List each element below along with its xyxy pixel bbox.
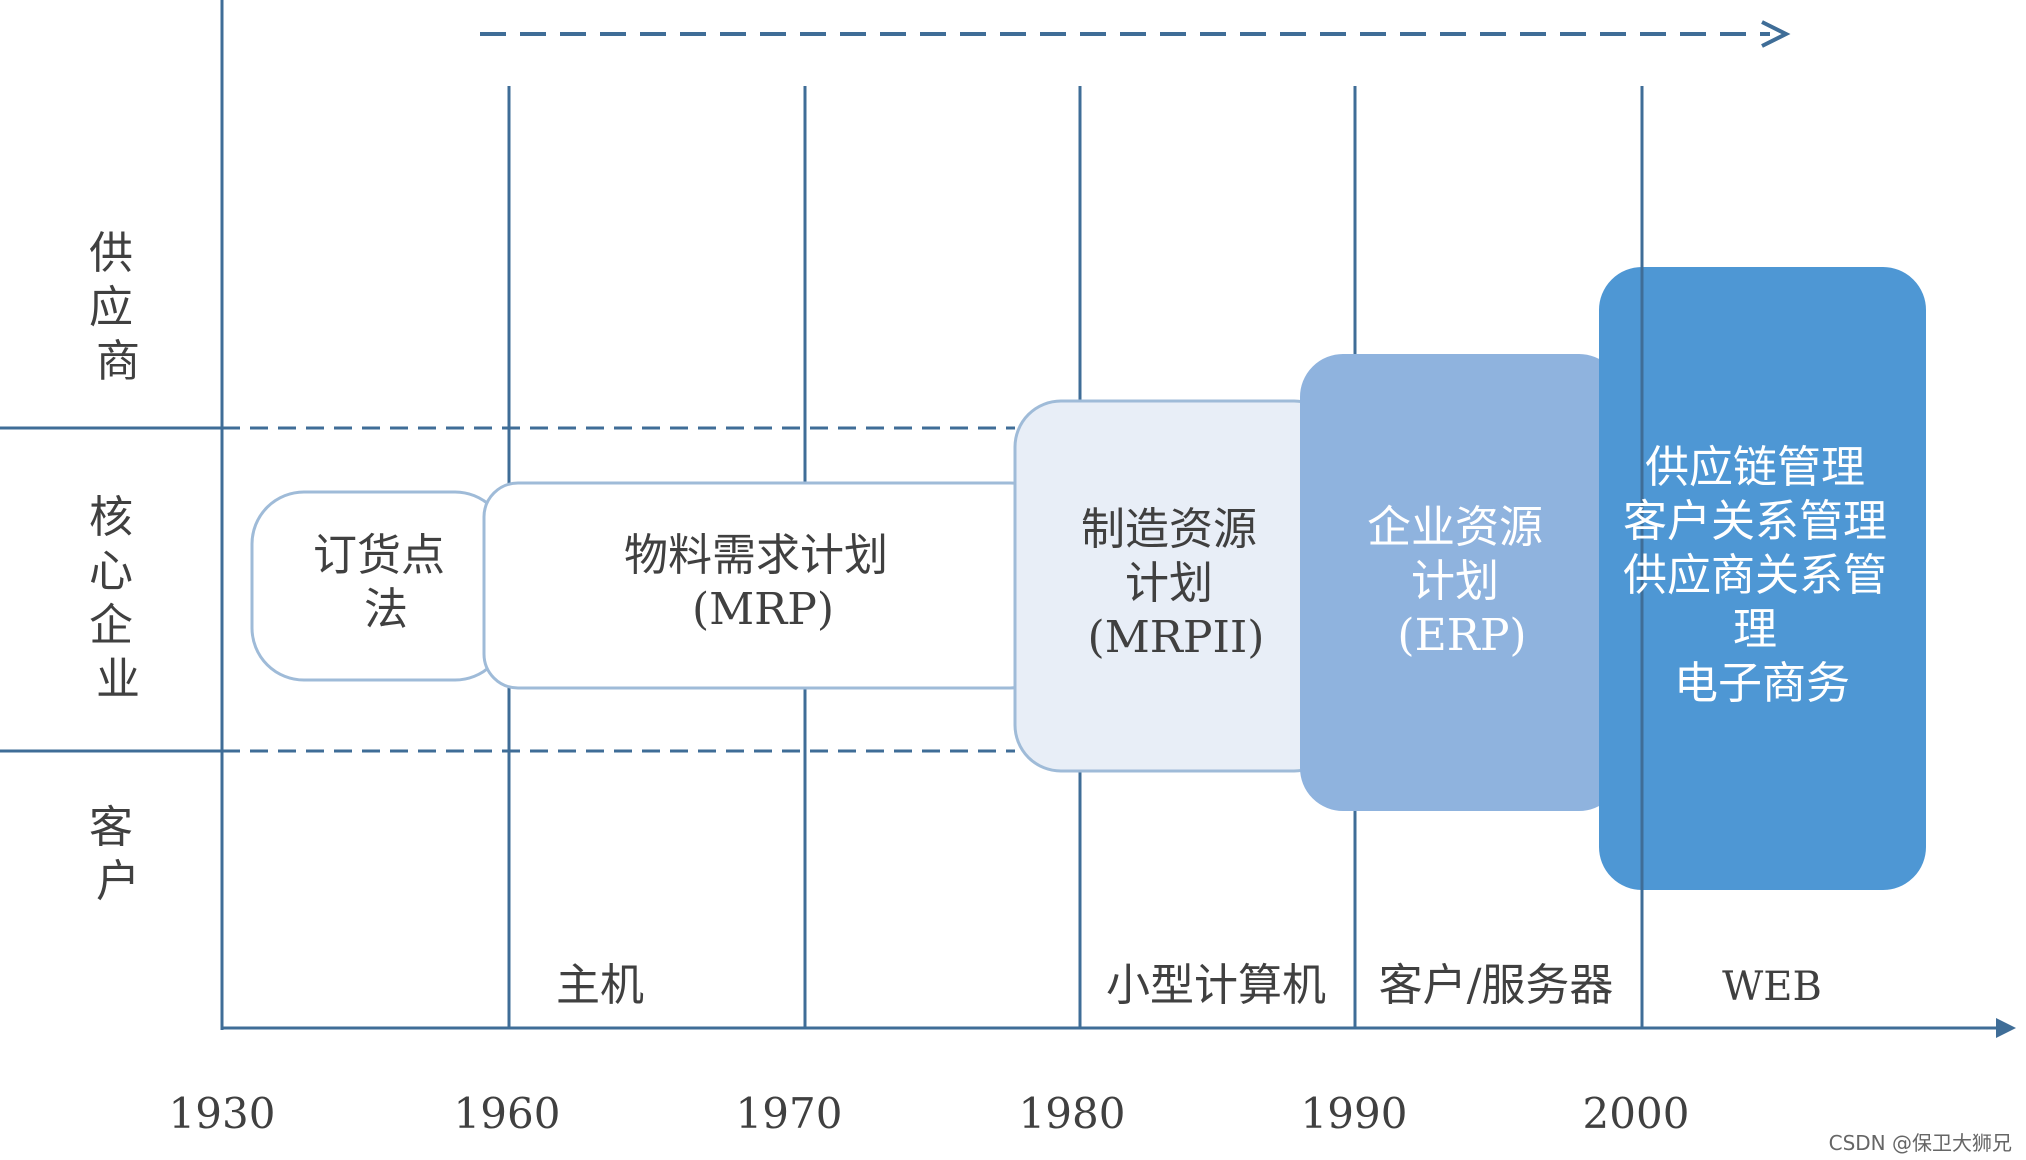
stage-label-mrp: 物料需求计划 (MRP) (624, 530, 902, 635)
stage-label-rop: 订货点 法 (313, 530, 459, 635)
stage-label-rop-line: 法 (364, 584, 408, 635)
stage-label-erp: 企业资源 计划 (ERP) (1367, 502, 1557, 661)
platform-label-web: WEB (1722, 964, 1822, 1010)
row-label-core-enterprise-char: 心 (89, 546, 133, 597)
row-label-supplier-char: 应 (89, 282, 133, 333)
x-axis-arrowhead (1996, 1018, 2016, 1038)
row-label-core-enterprise-char: 业 (96, 654, 140, 705)
platform-label-mainframe: 主机 (556, 960, 644, 1011)
stage-label-mrp2: 制造资源 计划 (MRPII) (1081, 504, 1271, 663)
stage-label-scm-line: 客户关系管理 (1623, 496, 1887, 547)
row-label-core-enterprise: 核 心 企 业 (89, 492, 147, 705)
row-label-customer-char: 户 (96, 856, 140, 907)
stage-label-scm: 供应链管理 客户关系管理 供应商关系管 理 电子商务 (1623, 442, 1901, 709)
stage-label-mrp2-line: 计划 (1125, 558, 1213, 609)
stage-label-rop-line: 订货点 (313, 530, 445, 581)
time-direction-arrowhead (1761, 20, 1791, 48)
row-label-core-enterprise-char: 核 (89, 492, 133, 543)
year-label: 2000 (1583, 1089, 1690, 1138)
stage-box-scm (1599, 267, 1926, 890)
stage-label-scm-line: 理 (1733, 604, 1777, 655)
stage-label-mrp2-line: 制造资源 (1081, 504, 1257, 555)
year-label: 1990 (1301, 1089, 1408, 1138)
row-label-customer-char: 客 (89, 802, 133, 853)
stage-label-scm-line: 电子商务 (1674, 658, 1850, 709)
year-label: 1980 (1019, 1089, 1126, 1138)
stage-label-erp-line: (ERP) (1397, 610, 1526, 661)
row-label-customer: 客 户 (89, 802, 147, 907)
stage-label-scm-line: 供应商关系管 (1623, 550, 1887, 601)
row-label-supplier-char: 商 (96, 336, 140, 387)
stage-label-erp-line: 企业资源 (1367, 502, 1543, 553)
watermark: CSDN @保卫大狮兄 (1829, 1131, 2012, 1155)
year-label: 1970 (736, 1089, 843, 1138)
platform-label-client-server: 客户/服务器 (1379, 960, 1614, 1011)
row-label-supplier: 供 应 商 (89, 228, 147, 387)
stage-label-mrp-line: 物料需求计划 (624, 530, 888, 581)
stage-label-mrp2-line: (MRPII) (1088, 612, 1265, 663)
platform-label-minicomputer: 小型计算机 (1106, 960, 1326, 1011)
stage-label-erp-line: 计划 (1411, 556, 1499, 607)
stage-label-mrp-line: (MRP) (692, 584, 834, 635)
stage-label-scm-line: 供应链管理 (1645, 442, 1865, 493)
row-label-supplier-char: 供 (89, 228, 133, 279)
year-label: 1960 (454, 1089, 561, 1138)
year-label: 1930 (169, 1089, 276, 1138)
row-label-core-enterprise-char: 企 (89, 600, 133, 651)
